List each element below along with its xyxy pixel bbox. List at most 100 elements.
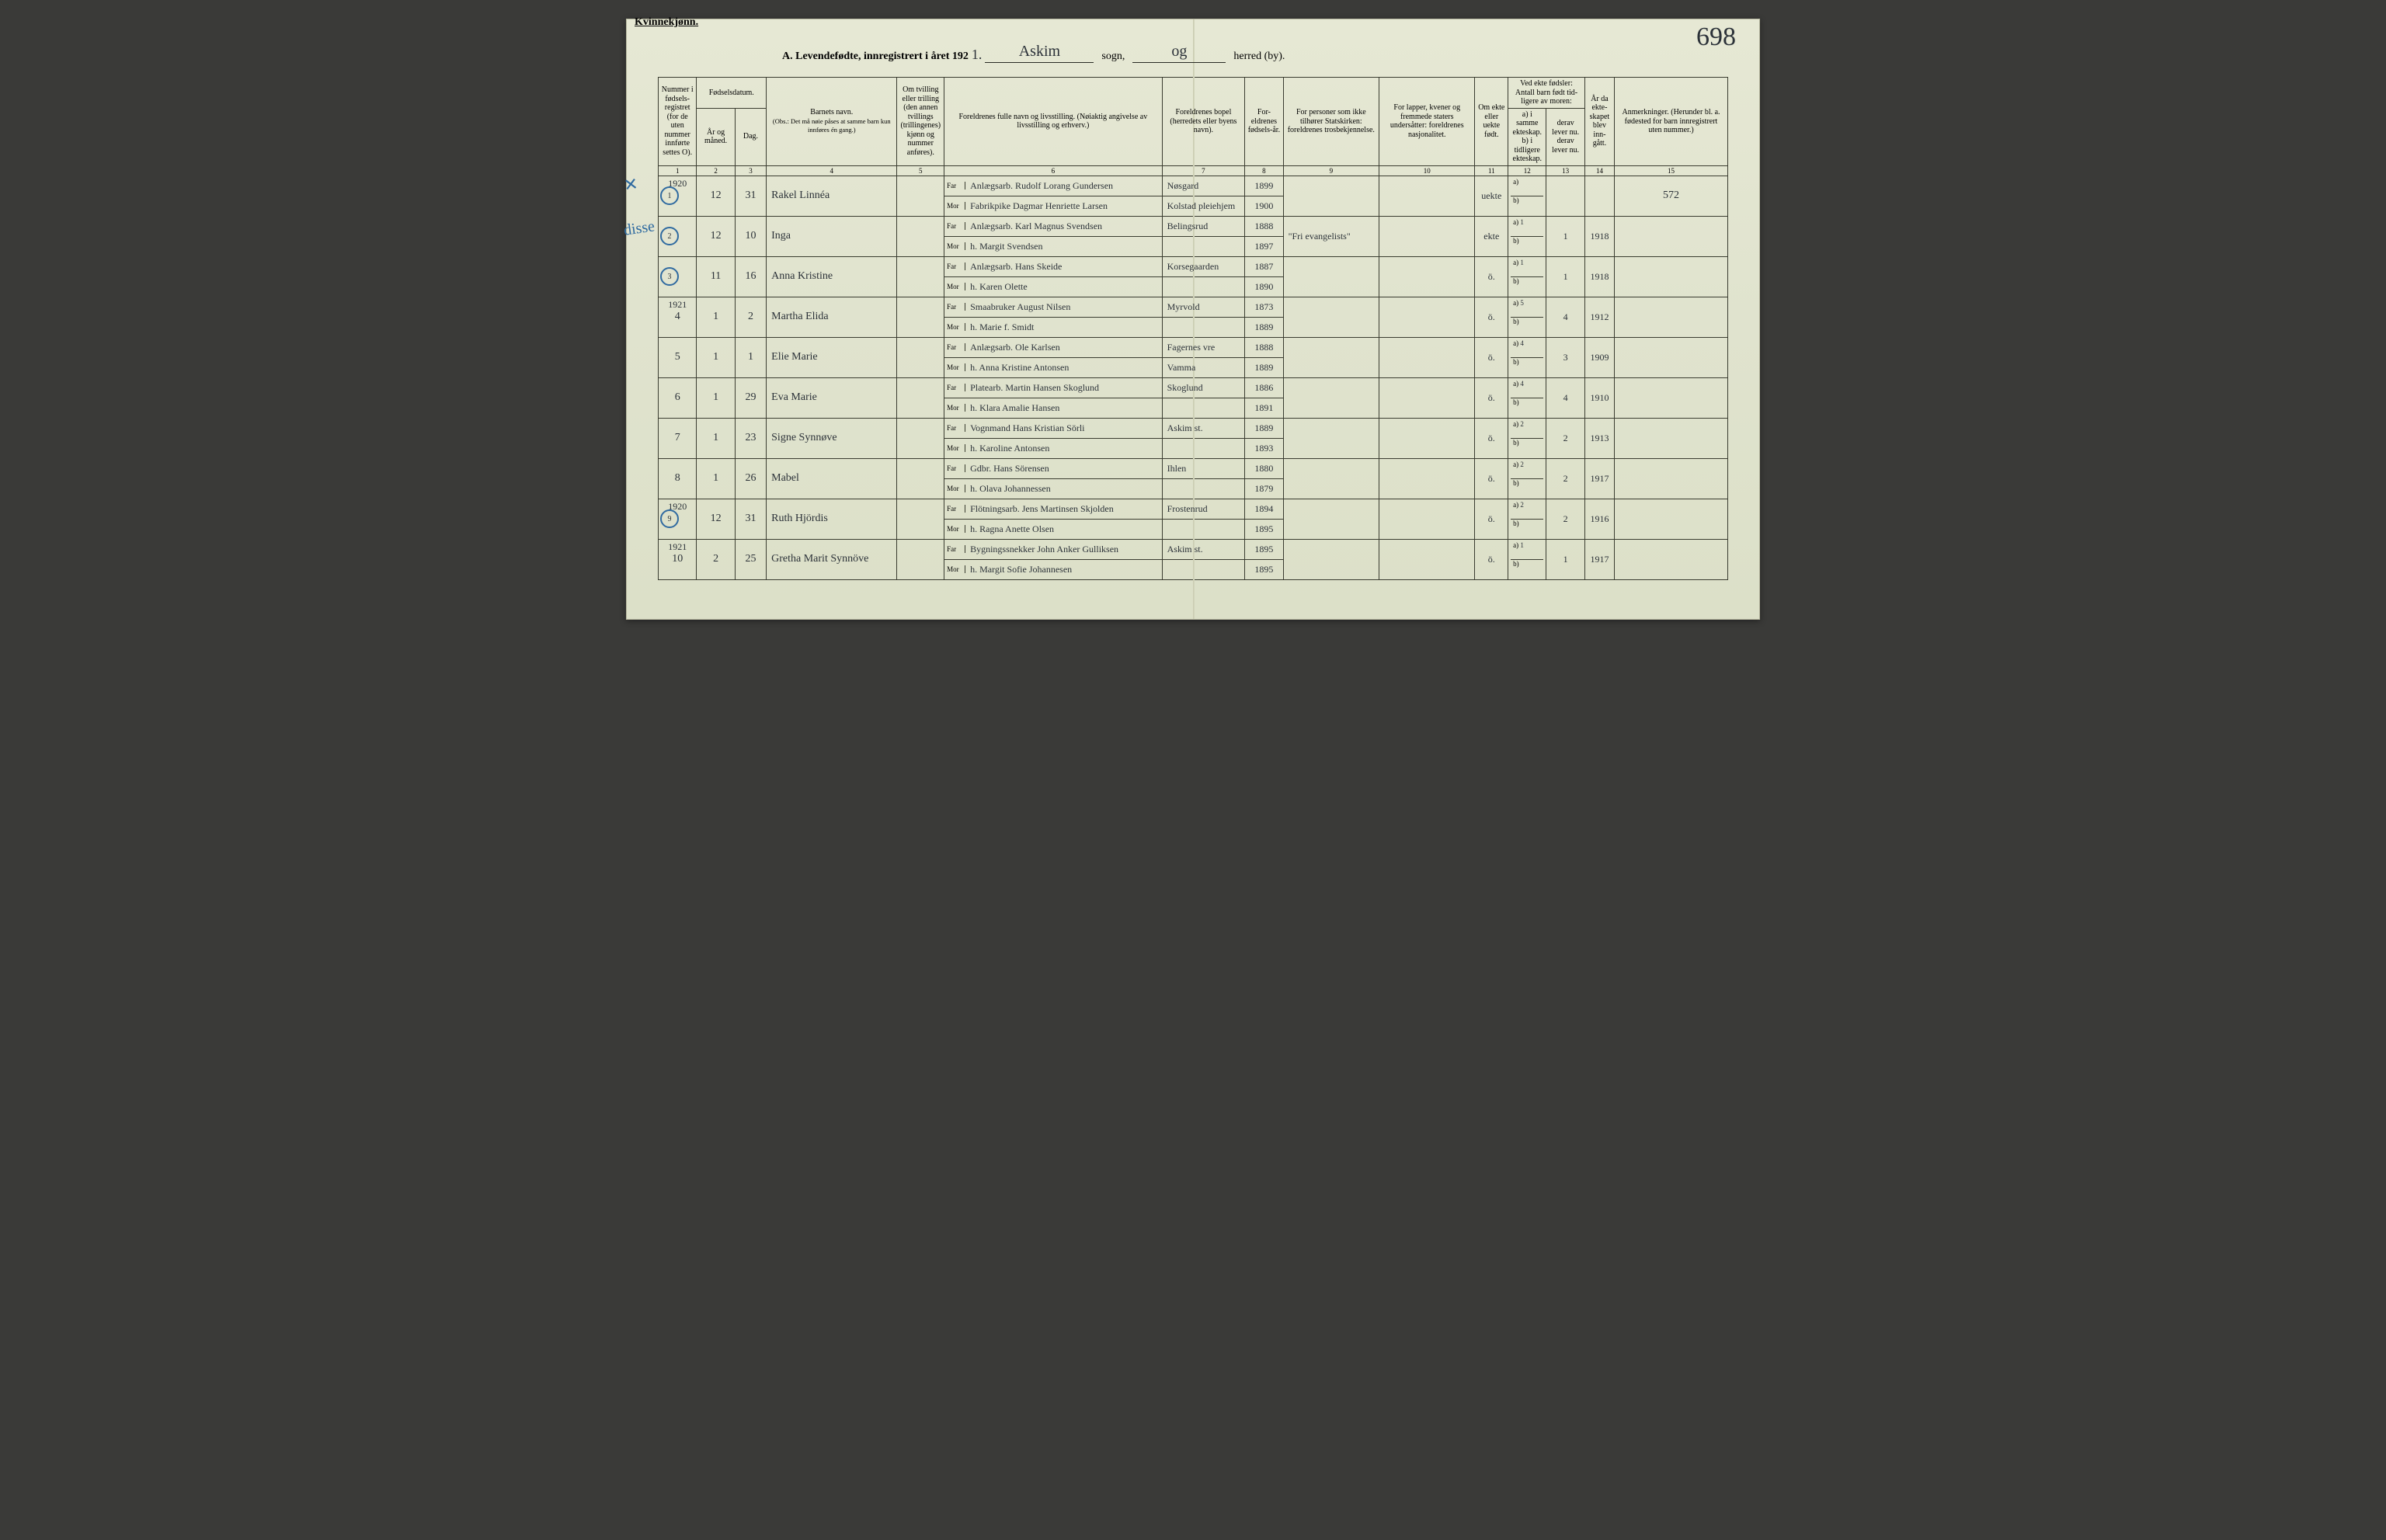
residence-far: Frostenrud <box>1162 499 1245 519</box>
c12a-label: a) i samme ekteskap. <box>1513 110 1543 137</box>
colnum: 11 <box>1475 165 1508 176</box>
mor-label: Mor <box>947 363 965 371</box>
margin-cross: ✕ <box>622 174 639 196</box>
residence-mor: Kolstad pleiehjem <box>1162 196 1245 216</box>
marriage-year: 1918 <box>1584 216 1614 256</box>
mother-cell: Mor h. Ragna Anette Olsen <box>944 519 1163 539</box>
table-head: Nummer i fødsels-registret (for de uten … <box>659 78 1728 176</box>
twin-col <box>897 377 944 418</box>
plain-number: 7 <box>675 432 680 443</box>
nationality <box>1379 499 1475 539</box>
day: 31 <box>735 499 766 539</box>
year-month: 2 <box>697 539 735 579</box>
day: 1 <box>735 337 766 377</box>
col-header-8: For-eldrenes fødsels-år. <box>1245 78 1283 166</box>
sogn-label: sogn, <box>1101 50 1125 63</box>
day: 26 <box>735 458 766 499</box>
c12a-val: a) 5 <box>1511 299 1543 318</box>
mother-cell: Mor h. Karen Olette <box>944 276 1163 297</box>
colnum: 13 <box>1546 165 1584 176</box>
herred-value: og <box>1132 43 1226 63</box>
c12b-val: b) <box>1511 560 1543 578</box>
day: 16 <box>735 256 766 297</box>
father-name: Vognmand Hans Kristian Sörli <box>970 422 1084 434</box>
residence-mor <box>1162 317 1245 337</box>
c12b-val: b) <box>1511 398 1543 416</box>
year-suffix: 1. <box>972 47 983 63</box>
col12a: a) 5 b) <box>1508 297 1546 337</box>
c12a-val: a) <box>1511 178 1543 196</box>
table-row: 7 1 23 Signe Synnøve Far Vognmand Hans K… <box>659 418 1728 438</box>
column-number-row: 1 2 3 4 5 6 7 8 9 10 11 12 13 14 15 <box>659 165 1728 176</box>
birthyear-far: 1886 <box>1245 377 1283 398</box>
colnum: 5 <box>897 165 944 176</box>
c12b-val: b) <box>1511 439 1543 457</box>
col13 <box>1546 176 1584 216</box>
mother-cell: Mor h. Margit Sofie Johannesen <box>944 559 1163 579</box>
colnum: 7 <box>1162 165 1245 176</box>
religion: "Fri evangelists" <box>1283 216 1379 256</box>
c12a-val: a) 2 <box>1511 501 1543 520</box>
year-month: 1 <box>697 337 735 377</box>
colnum: 9 <box>1283 165 1379 176</box>
col-header-13: derav lever nu. derav lever nu. <box>1546 108 1584 165</box>
ekte-uekte: uekte <box>1475 176 1508 216</box>
twin-col <box>897 499 944 539</box>
notes <box>1615 539 1728 579</box>
mother-cell: Mor h. Anna Kristine Antonsen <box>944 357 1163 377</box>
birthyear-mor: 1889 <box>1245 357 1283 377</box>
nationality <box>1379 256 1475 297</box>
child-name: Elie Marie <box>767 337 897 377</box>
birthyear-far: 1895 <box>1245 539 1283 559</box>
col-header-4: Barnets navn. (Obs.: Det må nøie påses a… <box>767 78 897 166</box>
birthyear-mor: 1891 <box>1245 398 1283 418</box>
mother-cell: Mor h. Olava Johannessen <box>944 478 1163 499</box>
col12a: a) 2 b) <box>1508 499 1546 539</box>
col-header-5: Om tvilling eller trilling (den annen tv… <box>897 78 944 166</box>
mother-cell: Mor Fabrikpike Dagmar Henriette Larsen <box>944 196 1163 216</box>
mother-name: h. Marie f. Smidt <box>970 322 1034 333</box>
mother-cell: Mor h. Marie f. Smidt <box>944 317 1163 337</box>
mor-label: Mor <box>947 283 965 290</box>
father-cell: Far Platearb. Martin Hansen Skoglund <box>944 377 1163 398</box>
ekte-uekte: ö. <box>1475 458 1508 499</box>
table-row: 3 11 16 Anna Kristine Far Anlægsarb. Han… <box>659 256 1728 276</box>
col13: 1 <box>1546 216 1584 256</box>
mother-name: h. Margit Sofie Johannesen <box>970 564 1072 575</box>
entry-number: 6 <box>659 377 697 418</box>
child-name: Martha Elida <box>767 297 897 337</box>
notes <box>1615 216 1728 256</box>
col13: 3 <box>1546 337 1584 377</box>
mor-label: Mor <box>947 404 965 412</box>
residence-mor <box>1162 438 1245 458</box>
child-name: Anna Kristine <box>767 256 897 297</box>
entry-number: 3 <box>659 256 697 297</box>
ekte-uekte: ö. <box>1475 377 1508 418</box>
birthyear-far: 1887 <box>1245 256 1283 276</box>
twin-col <box>897 216 944 256</box>
entry-number: 1920 9 <box>659 499 697 539</box>
residence-far: Nøsgard <box>1162 176 1245 196</box>
child-name: Inga <box>767 216 897 256</box>
father-name: Flötningsarb. Jens Martinsen Skjolden <box>970 503 1114 515</box>
residence-far: Askim st. <box>1162 539 1245 559</box>
col-header-14: År da ekte-skapet blev inn-gått. <box>1584 78 1614 166</box>
c12a-val: a) 4 <box>1511 339 1543 358</box>
c12b-val: b) <box>1511 318 1543 335</box>
table-row: 8 1 26 Mabel Far Gdbr. Hans Sörensen Ihl… <box>659 458 1728 478</box>
father-cell: Far Anlægsarb. Rudolf Lorang Gundersen <box>944 176 1163 196</box>
plain-number: 6 <box>675 391 680 403</box>
mother-cell: Mor h. Margit Svendsen <box>944 236 1163 256</box>
marriage-year: 1912 <box>1584 297 1614 337</box>
birthyear-far: 1888 <box>1245 337 1283 357</box>
child-name: Ruth Hjördis <box>767 499 897 539</box>
circled-number: 3 <box>660 267 679 286</box>
marriage-year: 1909 <box>1584 337 1614 377</box>
notes <box>1615 256 1728 297</box>
col12a: a) 1 b) <box>1508 256 1546 297</box>
birthyear-mor: 1895 <box>1245 519 1283 539</box>
year-month: 11 <box>697 256 735 297</box>
col12a: a) 4 b) <box>1508 337 1546 377</box>
notes <box>1615 458 1728 499</box>
year-month: 1 <box>697 418 735 458</box>
